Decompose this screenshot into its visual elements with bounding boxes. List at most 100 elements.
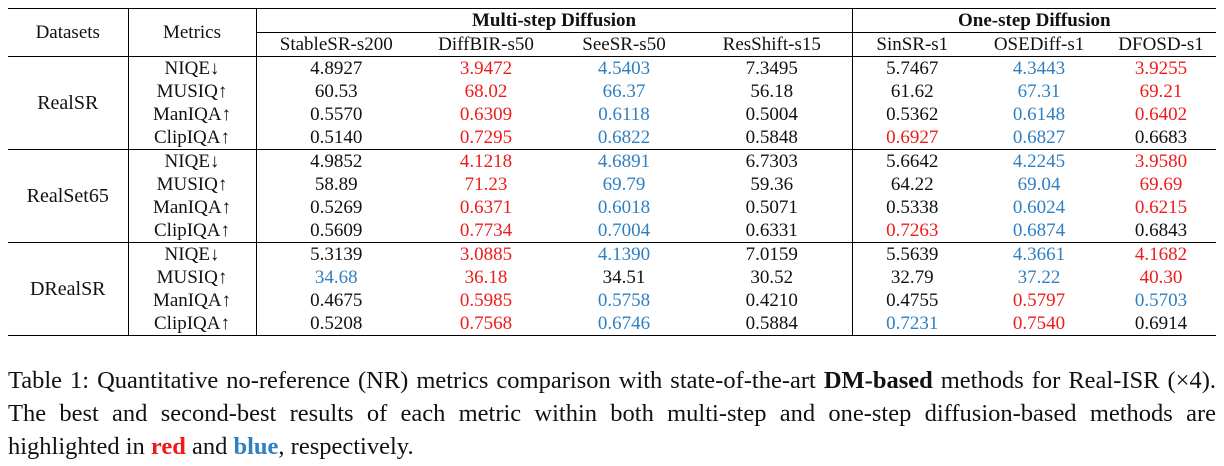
method-header: ResShift-s15: [692, 32, 853, 57]
dataset-label: RealSR: [8, 56, 129, 150]
method-header: OSEDiff-s1: [972, 32, 1107, 57]
table-cell: 4.8927: [310, 58, 363, 79]
table-cell: 0.4675: [310, 290, 363, 311]
table-cell: 0.5985: [459, 290, 513, 311]
table-row: ClipIQA↑ 0.5609 0.7734 0.7004 0.6331 0.7263 0.…: [8, 219, 1216, 243]
caption-text: methods for Real-ISR (×4). The best and …: [8, 367, 1217, 460]
table-cell: 0.6874: [1012, 220, 1066, 241]
metric-label: ManIQA↑: [128, 196, 257, 219]
table-cell: 0.4210: [692, 289, 853, 312]
table-row: MUSIQ↑ 34.68 36.18 34.51 30.52 32.79 37.22 40.3…: [8, 266, 1216, 289]
table-cell: 7.3495: [692, 56, 853, 80]
method-header: StableSR-s200: [256, 32, 416, 57]
table-cell: 5.6642: [852, 149, 973, 173]
table-row: MUSIQ↑ 58.89 71.23 69.79 59.36 64.22 69.04 69.6…: [8, 173, 1216, 196]
metric-label: NIQE↓: [128, 242, 257, 266]
table-cell: 0.5703: [1134, 290, 1188, 311]
table-cell: 0.5362: [886, 104, 939, 125]
table-cell: 0.6024: [1012, 197, 1066, 218]
table-row: DRealSR NIQE↓ 5.3139 3.0885 4.1390 7.0159 5.56…: [8, 242, 1217, 336]
table-cell: 58.89: [314, 174, 358, 195]
table-row: RealSR NIQE↓ 4.8927 3.9472 4.5403 7.3495 5.746…: [8, 56, 1216, 150]
table-cell: 3.9580: [1106, 149, 1217, 173]
table-cell: 71.23: [464, 174, 508, 195]
table-cell: 32.79: [890, 267, 934, 288]
table-cell: 0.5004: [692, 103, 853, 126]
table-cell: 0.5338: [886, 197, 939, 218]
table-cell: 69.21: [1139, 81, 1183, 102]
table-cell: 4.1390: [556, 242, 692, 266]
caption-red-word: red: [150, 433, 186, 460]
col-header-datasets: Datasets: [8, 8, 129, 57]
table-cell: 5.3139: [256, 242, 416, 266]
table-cell: 34.68: [314, 267, 358, 288]
table-cell: 69.69: [1139, 174, 1183, 195]
method-header: SeeSR-s50: [556, 32, 692, 57]
table-cell: 0.5208: [256, 312, 416, 336]
table-cell: 0.6914: [1106, 312, 1217, 336]
metric-label: ClipIQA↑: [128, 219, 257, 243]
table-cell: 5.7467: [886, 58, 939, 79]
table-cell: 59.36: [692, 173, 853, 196]
table-body: RealSR NIQE↓ 4.8927 3.9472 4.5403 7.3495 5.746…: [8, 56, 1217, 336]
table-cell: 61.62: [890, 81, 934, 102]
metric-label: NIQE↓: [128, 149, 257, 173]
table-cell: 0.6822: [597, 127, 651, 148]
table-row: ManIQA↑ 0.5570 0.6309 0.6118 0.5004 0.5362 0.6…: [8, 103, 1216, 126]
table-cell: 69.04: [1017, 174, 1061, 195]
metric-label: ClipIQA↑: [128, 312, 257, 336]
table-cell: 0.6118: [598, 104, 650, 125]
table-cell: 0.6331: [692, 219, 853, 243]
table-cell: 4.1682: [1106, 242, 1217, 266]
table-row: MUSIQ↑ 60.53 68.02 66.37 56.18 61.62 67.31 69.2…: [8, 80, 1216, 103]
dataset-label: DRealSR: [8, 242, 129, 336]
table-cell: 0.5609: [310, 220, 363, 241]
table-cell: 56.18: [692, 80, 853, 103]
metric-label: ClipIQA↑: [128, 126, 257, 150]
table-row: ManIQA↑ 0.5269 0.6371 0.6018 0.5071 0.5338 0.6…: [8, 196, 1216, 219]
table-cell: 37.22: [1017, 267, 1061, 288]
table-header: Datasets Metrics Multi-step Diffusion On…: [8, 8, 1217, 57]
caption-text: and: [185, 433, 234, 460]
group-header-multi-step: Multi-step Diffusion: [256, 8, 853, 33]
group-header-one-step: One-step Diffusion: [852, 8, 1217, 33]
results-table: Datasets Metrics Multi-step Diffusion On…: [8, 8, 1217, 336]
method-header: SinSR-s1: [852, 32, 973, 57]
table-cell: 0.6683: [1134, 127, 1188, 148]
table-cell: 0.6827: [1012, 127, 1066, 148]
table-cell: 3.0885: [416, 242, 556, 266]
table-cell: 4.3443: [1012, 58, 1066, 79]
table-cell: 0.6148: [1012, 104, 1066, 125]
table-cell: 40.30: [1139, 267, 1183, 288]
table-cell: 0.7295: [459, 127, 513, 148]
table-cell: 4.1218: [416, 149, 556, 173]
table-cell: 0.7231: [852, 312, 973, 336]
table-cell: 4.9852: [256, 149, 416, 173]
table-cell: 0.5884: [692, 312, 853, 336]
dataset-label: RealSet65: [8, 149, 129, 243]
table-cell: 0.7568: [416, 312, 556, 336]
table-cell: 4.3661: [972, 242, 1107, 266]
method-header: DFOSD-s1: [1106, 32, 1217, 57]
table-cell: 69.79: [602, 174, 646, 195]
table-cell: 0.5071: [692, 196, 853, 219]
table-cell: 0.4755: [886, 290, 939, 311]
table-cell: 0.6309: [459, 104, 513, 125]
table-cell: 68.02: [464, 81, 508, 102]
table-cell: 0.6746: [556, 312, 692, 336]
table-caption: Table 1: Quantitative no-reference (NR) …: [8, 364, 1216, 463]
table-cell: 0.7263: [886, 220, 939, 241]
metric-label: NIQE↓: [128, 56, 257, 80]
table-cell: 7.0159: [692, 242, 853, 266]
table-cell: 60.53: [314, 81, 358, 102]
method-header: DiffBIR-s50: [416, 32, 556, 57]
table-cell: 5.5639: [852, 242, 973, 266]
table-cell: 3.9255: [1134, 58, 1188, 79]
caption-blue-word: blue: [233, 433, 279, 460]
caption-text: Table 1: Quantitative no-reference (NR) …: [8, 367, 824, 394]
table-cell: 0.7004: [597, 220, 651, 241]
metric-label: MUSIQ↑: [128, 80, 257, 103]
table-cell: 4.5403: [597, 58, 651, 79]
metric-label: MUSIQ↑: [128, 266, 257, 289]
